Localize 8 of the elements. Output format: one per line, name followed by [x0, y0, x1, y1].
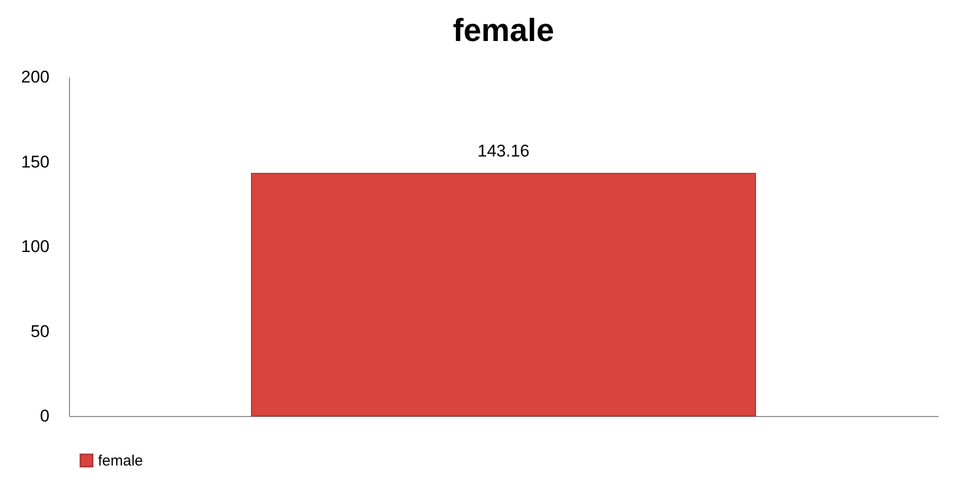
y-tick-label: 50 — [30, 322, 50, 341]
y-tick-label: 0 — [40, 406, 50, 426]
data-label: 143.16 — [478, 141, 530, 160]
y-tick-label: 100 — [21, 237, 50, 256]
legend-label: female — [98, 452, 144, 470]
chart-title: female — [452, 12, 554, 48]
y-tick-label: 150 — [21, 152, 50, 172]
y-tick-label: 200 — [21, 68, 50, 86]
